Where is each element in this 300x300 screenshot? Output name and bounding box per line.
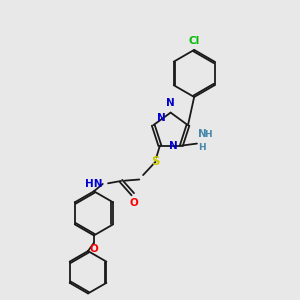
Text: HN: HN — [85, 179, 103, 189]
Text: H: H — [204, 130, 212, 139]
Text: S: S — [151, 155, 160, 168]
Text: Cl: Cl — [188, 36, 200, 46]
Text: O: O — [90, 244, 98, 254]
Text: O: O — [129, 198, 138, 208]
Text: N: N — [166, 98, 175, 108]
Text: N: N — [169, 141, 178, 151]
Text: N: N — [157, 113, 166, 123]
Text: N: N — [198, 129, 206, 139]
Text: H: H — [198, 143, 206, 152]
